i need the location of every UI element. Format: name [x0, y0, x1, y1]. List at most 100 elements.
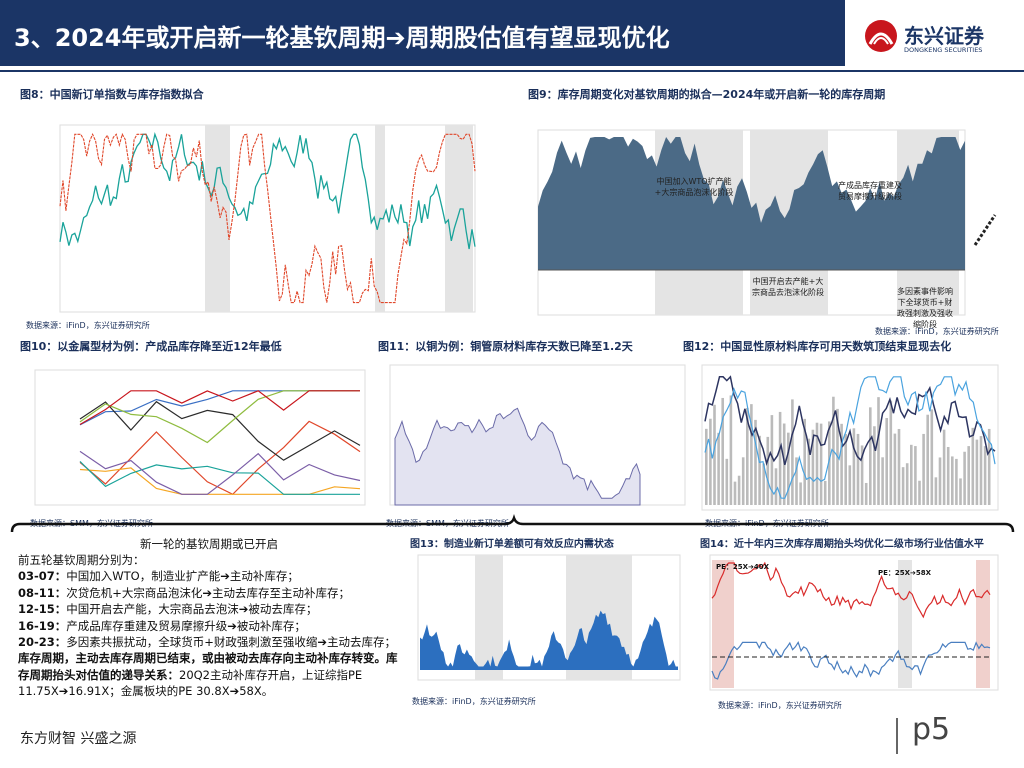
decor-line — [59, 132, 476, 304]
decor-bar — [815, 422, 819, 505]
header-rule — [0, 70, 1024, 72]
decor-bar — [737, 475, 741, 505]
decor-bar — [983, 446, 987, 505]
item-period: 20-23： — [18, 635, 67, 649]
figure-caption: 图8：中国新订单指数与库存指数拟合 — [20, 88, 204, 101]
decor-bar — [717, 432, 720, 505]
figure-source: 数据来源：iFinD，东兴证券研究所 — [875, 327, 999, 336]
summary-heading: 新一轮的基钦周期或已开启 — [140, 537, 278, 551]
summary-list: 03-07：中国加入WTO，制造业扩产能➔主动补库存； 08-11：次贷危机+大宗… — [18, 568, 396, 651]
decor-bar — [873, 426, 876, 505]
decor-area — [420, 610, 678, 670]
decor-line — [711, 641, 991, 680]
decor-bar — [733, 481, 737, 505]
item-period: 08-11： — [18, 585, 67, 600]
decor-bar — [910, 444, 913, 505]
decor-bar — [828, 421, 831, 505]
decor-bar — [881, 457, 884, 505]
decor-area — [538, 137, 965, 270]
item-text: 中国开启去产能，大宗商品去泡沫➔被动去库存； — [66, 602, 318, 616]
decor-bar — [877, 397, 880, 505]
item-text: 产成品库存重建及贸易摩擦升级➔被动补库存； — [66, 618, 306, 633]
figure-caption: 图14：近十年内三次库存周期抬头均优化二级市场行业估值水平 — [700, 539, 984, 550]
decor-bar — [725, 458, 729, 505]
decor-bar — [848, 465, 852, 505]
item-text: 次贷危机+大宗商品泡沫化➔主动去库存至主动补库存； — [66, 585, 351, 600]
decor-bar — [774, 468, 778, 505]
shaded-period — [898, 560, 912, 688]
decor-bar — [746, 407, 749, 505]
decor-bar — [934, 477, 938, 505]
conclusion-text: 20Q2主动补库存开启，上证综指PE 11.75X➔16.91X；金属板块的PE… — [18, 667, 363, 699]
item-text: 中国加入WTO，制造业扩产能➔主动补库存； — [66, 569, 299, 583]
figure-caption: 图9：库存周期变化对基钦周期的拟合—2024年或开启新一轮的库存周期 — [528, 88, 886, 101]
decor-bar — [942, 429, 946, 505]
figure-source: 数据来源：iFinD，东兴证券研究所 — [412, 697, 536, 706]
figure-caption: 图11：以铜为例：铜管原材料库存天数已降至1.2天 — [378, 340, 633, 353]
annotation: 中国开启去产能+大宗商品去泡沫化阶段 — [752, 277, 824, 297]
header-bar — [0, 0, 845, 66]
figure-caption: 图13：制造业新订单差额可有效反应内需状态 — [410, 539, 614, 550]
decor-bar — [762, 463, 765, 505]
decor-bar — [893, 433, 897, 505]
decor-bar — [951, 456, 954, 505]
decor-bar — [856, 433, 860, 505]
decor-bar — [787, 432, 790, 505]
decor-bar — [705, 428, 708, 505]
logo-subtext: DONGKENG SECURITIES — [904, 46, 983, 54]
logo-text: 东兴证券 — [904, 24, 984, 48]
item-text: 多因素共振扰动，全球货币+财政强刺激至强收缩➔主动去库存； — [66, 635, 397, 649]
decor-bar — [721, 397, 724, 505]
plot-frame — [709, 554, 999, 691]
decor-bar — [864, 482, 868, 505]
decor-bar — [754, 419, 757, 505]
annotation: PE：25X➔58X — [878, 569, 932, 577]
footer-slogan: 东方财智 兴盛之源 — [20, 731, 137, 747]
decor-line — [79, 390, 360, 426]
summary-item: 16-19：产成品库存重建及贸易摩擦升级➔被动补库存； — [18, 618, 396, 635]
summary-intro: 前五轮基钦周期分别为： — [18, 553, 145, 567]
decor-line — [79, 400, 361, 461]
shaded-period — [976, 560, 990, 688]
decor-bar — [799, 482, 802, 505]
decor-bar — [905, 463, 909, 505]
decor-bar — [709, 418, 712, 505]
decor-bar — [713, 404, 716, 505]
annotation: 中国加入WTO扩产能+大宗商品泡沫化阶段 — [654, 177, 734, 197]
decor-bar — [901, 467, 905, 505]
plot-frame — [701, 364, 999, 511]
decor-line — [59, 131, 476, 250]
decor-area — [394, 407, 641, 506]
figure-caption: 图12：中国显性原材料库存可用天数筑顶结束显现去化 — [683, 340, 952, 353]
arrow — [973, 214, 997, 246]
decor-bar — [795, 457, 798, 505]
summary-item: 20-23：多因素共振扰动，全球货币+财政强刺激至强收缩➔主动去库存； — [18, 634, 396, 651]
brace — [10, 514, 1015, 533]
decor-bar — [959, 478, 962, 505]
summary-item: 12-15：中国开启去产能，大宗商品去泡沫➔被动去库存； — [18, 601, 396, 618]
decor-bar — [803, 418, 806, 505]
decor-line — [711, 561, 991, 619]
decor-bar — [938, 457, 942, 505]
annotation: 多因素事件影响下全球货币+财政强刺激及强收缩阶段 — [897, 287, 953, 329]
decor-bar — [791, 399, 794, 505]
decor-bar — [918, 480, 921, 505]
decor-bar — [811, 429, 815, 505]
plot-frame — [417, 554, 681, 681]
item-period: 16-19： — [18, 618, 67, 633]
item-period: 03-07： — [18, 569, 67, 583]
decor-bar — [987, 428, 991, 505]
plot-frame — [34, 369, 366, 506]
decor-bar — [967, 446, 970, 505]
decor-bar — [852, 428, 856, 505]
decor-bar — [889, 400, 893, 505]
figure-caption: 图10：以金属型材为例：产成品库存降至近12年最低 — [20, 340, 282, 353]
summary-conclusion: 库存周期，主动去库存周期已结束，或由被动去库存向主动补库存转变。库存周期抬头对估… — [18, 650, 408, 700]
decor-bar — [975, 439, 979, 505]
logo-mark — [865, 20, 897, 52]
summary-item: 03-07：中国加入WTO，制造业扩产能➔主动补库存； — [18, 568, 396, 585]
plot-frame — [59, 124, 476, 313]
decor-bar — [946, 446, 950, 505]
